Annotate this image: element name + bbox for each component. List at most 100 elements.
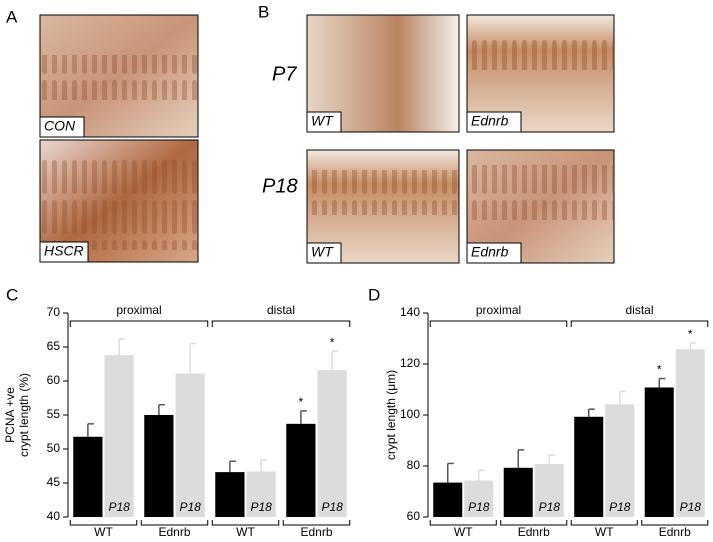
bar bbox=[73, 436, 103, 517]
bar-series-label: P7 bbox=[581, 500, 597, 514]
y-tick-label: 60 bbox=[47, 373, 61, 387]
bar bbox=[246, 471, 276, 517]
bar bbox=[534, 463, 564, 517]
row-label: P18 bbox=[262, 175, 298, 197]
category-bracket bbox=[211, 520, 280, 526]
y-tick-label: 50 bbox=[47, 441, 61, 455]
bar bbox=[104, 355, 134, 517]
y-tick-label: 40 bbox=[47, 509, 61, 523]
y-tick-label: 70 bbox=[47, 305, 61, 319]
bar bbox=[605, 404, 635, 517]
bar bbox=[503, 467, 533, 517]
micrograph-texture bbox=[307, 170, 459, 215]
bar bbox=[675, 349, 705, 517]
y-axis-label: crypt length (μm) bbox=[384, 370, 398, 460]
panel-label: A bbox=[6, 7, 18, 26]
label-box bbox=[306, 111, 342, 133]
y-tick-label: 60 bbox=[407, 509, 421, 523]
group-bracket bbox=[570, 320, 709, 327]
bar bbox=[175, 373, 205, 517]
x-tick-label: Ednrb bbox=[518, 525, 550, 539]
y-tick-label: 140 bbox=[400, 305, 420, 319]
y-axis-label: PCNA +ve bbox=[3, 387, 17, 443]
bar-series-label: P7 bbox=[152, 500, 168, 514]
bar-series-label: P7 bbox=[294, 500, 310, 514]
bar-series-label: P18 bbox=[539, 500, 561, 514]
bar-series-label: P18 bbox=[468, 500, 490, 514]
category-bracket bbox=[429, 520, 497, 526]
micrograph-texture bbox=[467, 35, 614, 70]
panel-a: A CON HSCR bbox=[6, 7, 199, 263]
image-label: HSCR bbox=[44, 243, 84, 259]
bar bbox=[317, 370, 347, 517]
image-label: Ednrb bbox=[471, 113, 509, 129]
image-label: CON bbox=[44, 118, 76, 134]
category-bracket bbox=[570, 520, 638, 526]
image-label: Ednrb bbox=[471, 244, 509, 260]
bar-series-label: P18 bbox=[250, 500, 272, 514]
bar-series-label: P18 bbox=[179, 500, 201, 514]
x-tick-label: WT bbox=[454, 525, 473, 539]
y-tick-label: 55 bbox=[47, 407, 61, 421]
micrograph-texture bbox=[40, 160, 198, 250]
significance-marker: * bbox=[688, 327, 693, 341]
significance-marker: * bbox=[657, 363, 662, 377]
category-bracket bbox=[140, 520, 209, 526]
category-bracket bbox=[282, 520, 351, 526]
x-tick-label: Ednrb bbox=[300, 525, 332, 539]
panel-label: D bbox=[368, 285, 380, 304]
group-label: distal bbox=[625, 303, 653, 317]
x-tick-label: WT bbox=[94, 525, 113, 539]
bar-series-label: P7 bbox=[81, 500, 97, 514]
y-tick-label: 45 bbox=[47, 475, 61, 489]
bar bbox=[574, 416, 604, 517]
bar bbox=[464, 480, 494, 517]
micrograph-texture bbox=[467, 165, 614, 220]
x-tick-label: WT bbox=[595, 525, 614, 539]
bar-series-label: P7 bbox=[223, 500, 239, 514]
bar-series-label: P18 bbox=[680, 500, 702, 514]
bar bbox=[433, 482, 463, 517]
category-bracket bbox=[69, 520, 138, 526]
bar bbox=[644, 387, 674, 517]
bar-series-label: P7 bbox=[511, 500, 527, 514]
row-label: P7 bbox=[272, 63, 297, 85]
bar-series-label: P18 bbox=[321, 500, 343, 514]
bar-series-label: P7 bbox=[652, 500, 668, 514]
label-box bbox=[466, 242, 522, 264]
label-box bbox=[306, 242, 342, 264]
group-label: proximal bbox=[116, 303, 161, 317]
bar bbox=[286, 423, 316, 517]
micrograph-texture bbox=[40, 55, 198, 100]
group-bracket bbox=[69, 320, 209, 327]
category-bracket bbox=[641, 520, 709, 526]
image-label: WT bbox=[311, 113, 334, 129]
group-label: proximal bbox=[476, 303, 521, 317]
x-tick-label: WT bbox=[236, 525, 255, 539]
panel-b: B P7 P18 WT Ednrb WT Ednrb bbox=[258, 2, 615, 264]
label-box bbox=[39, 241, 89, 263]
panel-label: B bbox=[258, 2, 269, 21]
bar-chart: C PCNA +ve crypt length (%) 40 45 50 55 60 65 70 W… bbox=[3, 285, 351, 539]
group-bracket bbox=[211, 320, 351, 327]
image-label: WT bbox=[311, 244, 334, 260]
bar bbox=[144, 415, 174, 517]
bar-series-label: P18 bbox=[609, 500, 631, 514]
y-axis-label: crypt length (%) bbox=[17, 373, 31, 457]
group-bracket bbox=[429, 320, 568, 327]
group-label: distal bbox=[267, 303, 295, 317]
bar-series-label: P18 bbox=[108, 500, 130, 514]
label-box bbox=[466, 111, 522, 133]
panel-label: C bbox=[6, 285, 18, 304]
x-tick-label: Ednrb bbox=[158, 525, 190, 539]
bar-series-label: P7 bbox=[440, 500, 456, 514]
y-tick-label: 100 bbox=[400, 407, 420, 421]
y-tick-label: 80 bbox=[407, 458, 421, 472]
label-box bbox=[39, 116, 85, 138]
x-tick-label: Ednrb bbox=[659, 525, 691, 539]
significance-marker: * bbox=[299, 395, 304, 409]
significance-marker: * bbox=[330, 335, 335, 349]
bar bbox=[215, 472, 245, 517]
category-bracket bbox=[500, 520, 568, 526]
